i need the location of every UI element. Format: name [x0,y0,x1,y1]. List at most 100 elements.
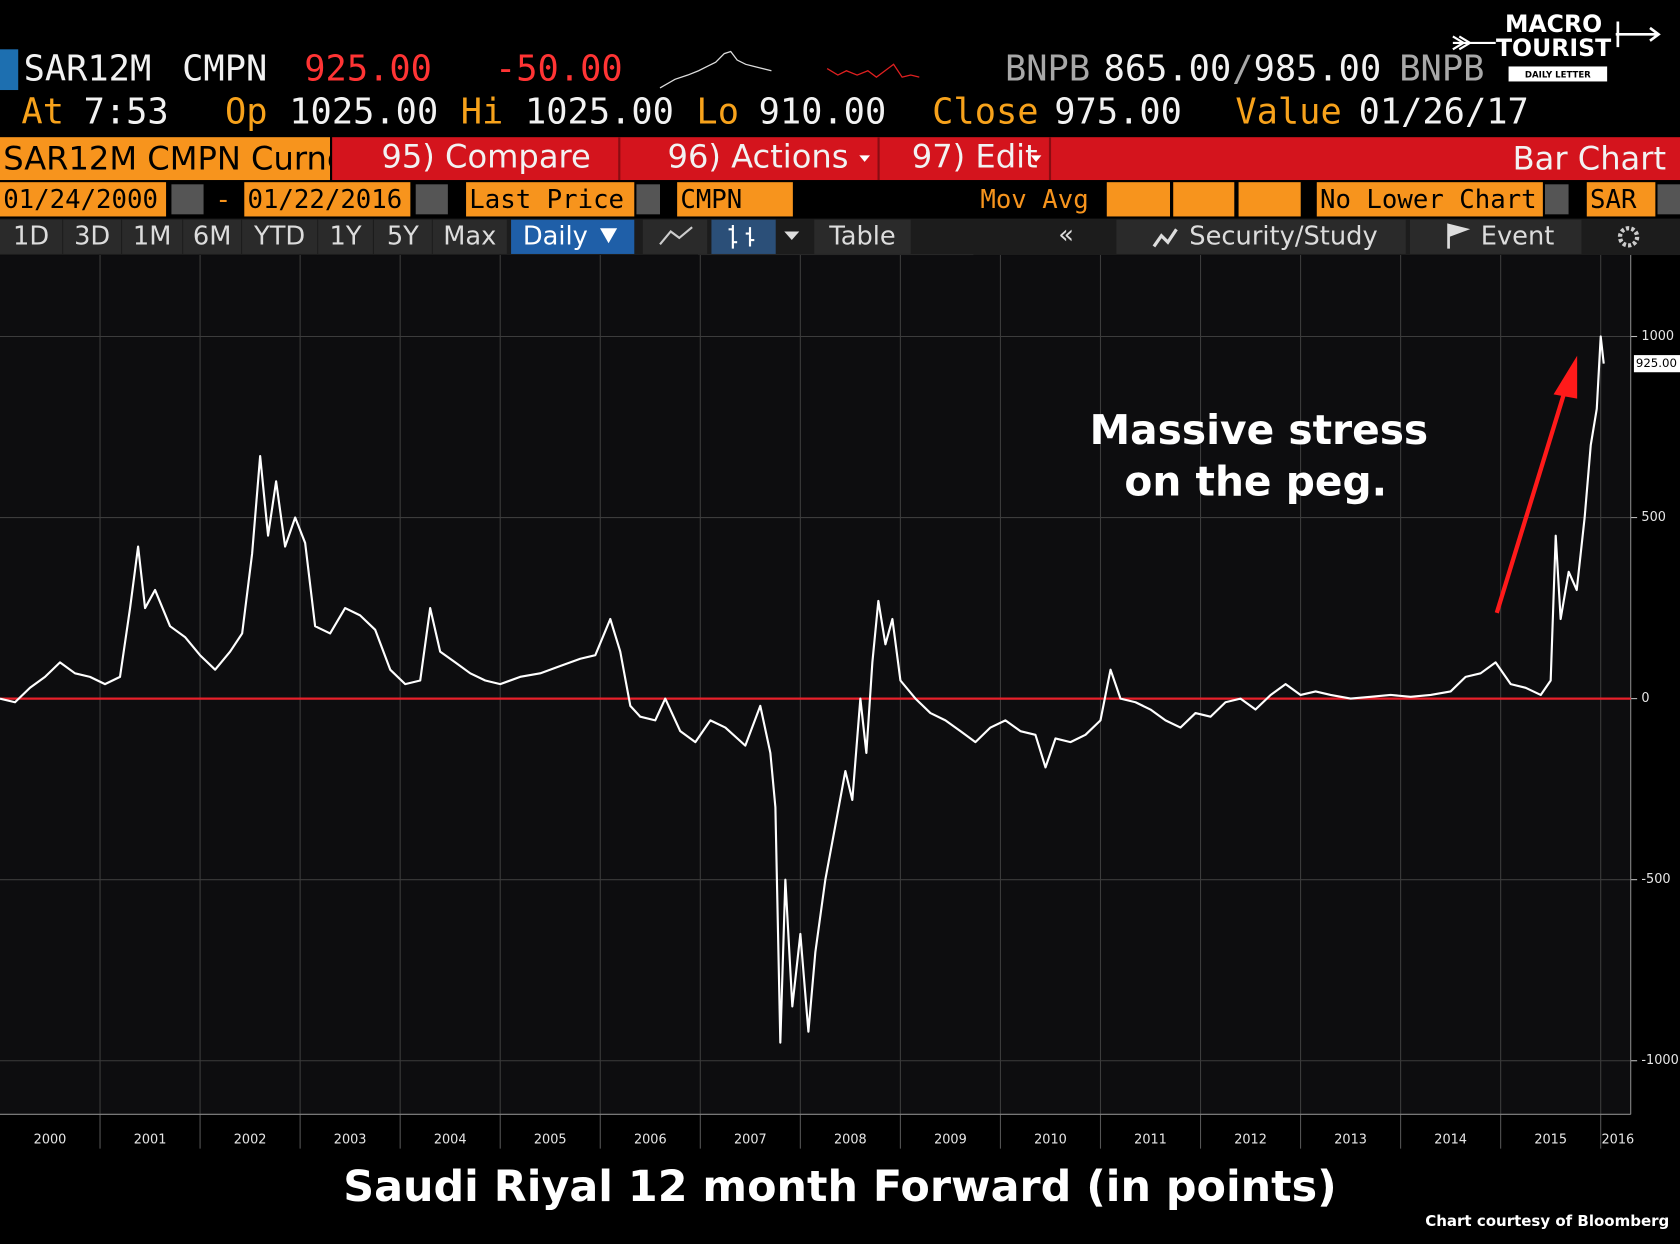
open: 1025.00 [289,92,438,133]
x-tick-label: 2004 [434,1133,467,1148]
range-buttons: 1D 3D 1M 6M YTD 1Y 5Y Max [0,219,507,254]
range-label: 6M [193,221,232,251]
range-label: YTD [253,221,305,251]
annotation-arrow [1494,385,1569,614]
decoration: 01/24/2000 - 01/22/2016 Last Price CMPN … [0,182,1680,217]
dropdown-caret [1030,155,1042,162]
x-tick-label: 2001 [134,1133,167,1148]
event-button[interactable] [1410,219,1582,254]
range-button[interactable] [0,219,63,254]
last-price: 925.00 [304,49,432,90]
separator: / [1232,49,1253,90]
event-label: Event [1481,221,1555,251]
lower-chart-field[interactable] [1316,182,1543,217]
range-label: 1M [133,221,172,251]
x-tick-label: 2011 [1134,1133,1167,1148]
dropdown-caret [784,231,800,241]
dropdown-caret [600,228,618,244]
currency-field[interactable] [1586,182,1656,217]
x-tick-label: 2008 [834,1133,867,1148]
security-field[interactable] [0,137,330,181]
open-label: Op [225,92,268,133]
menu-compare[interactable]: 95) Compare [381,138,590,176]
table-button[interactable] [814,219,911,254]
range-label: 1D [13,221,49,251]
view-type: Bar Chart [1513,140,1666,178]
study-label: Security/Study [1189,221,1377,251]
x-tick-label: 2002 [234,1133,267,1148]
dropdown-button[interactable] [1657,184,1680,215]
menu-edit[interactable]: 97) Edit [912,138,1038,176]
y-tick-label: -1000 [1641,1053,1678,1068]
net-change: -50.00 [495,49,623,90]
source-value: CMPN [680,185,742,215]
chart-source: Chart courtesy of Bloomberg [1425,1212,1669,1230]
frequency-button[interactable] [511,219,635,254]
calendar-button[interactable] [415,184,448,215]
settings-icon[interactable] [1617,226,1640,248]
line-style-button[interactable] [642,219,708,254]
table-label: Table [828,221,895,251]
range-button[interactable] [373,219,432,254]
close: 975.00 [1054,92,1182,133]
logo: MACRO TOURIST DAILY LETTER [1452,10,1661,82]
value-date: 01/26/17 [1359,92,1529,133]
y-tick-label: -500 [1641,872,1670,887]
x-tick-label: 2009 [934,1133,967,1148]
dropdown-button[interactable] [636,184,660,215]
calendar-button[interactable] [171,184,204,215]
time-label: At [21,92,64,133]
mov-avg-field[interactable] [1238,182,1301,217]
ask-source: BNPB [1399,49,1484,90]
end-date: 01/22/2016 [247,185,402,215]
range-button[interactable] [183,219,242,254]
annotation-arrowhead [1553,355,1578,399]
price-field: Last Price [469,185,624,215]
range-button[interactable] [318,219,373,254]
start-date-field[interactable] [0,182,167,217]
last-value-label: 925.00 [1636,356,1677,370]
logo-tagline: DAILY LETTER [1525,71,1591,81]
mov-avg-field[interactable] [1106,182,1170,217]
x-tick-label: 2014 [1434,1133,1467,1148]
field-selector[interactable] [466,182,635,217]
close-label: Close [932,92,1038,133]
start-date: 01/24/2000 [3,185,158,215]
bid-source: BNPB [1005,49,1090,90]
annotation-line: on the peg. [1124,457,1387,505]
low-label: Lo [696,92,739,133]
logo-line2: TOURIST [1496,34,1611,62]
ask: 985.00 [1254,49,1382,90]
flag-icon [1447,223,1471,249]
collapse-icon[interactable]: « [1058,220,1074,250]
x-tick-label: 2010 [1034,1133,1067,1148]
bid: 865.00 [1104,49,1232,90]
value-label: Value [1235,92,1341,133]
source-field[interactable] [677,182,793,217]
change-sparkline [826,63,920,78]
dropdown-button[interactable] [1545,184,1569,215]
end-date-field[interactable] [244,182,411,217]
mov-avg-field[interactable] [1173,182,1235,217]
y-tick-label: 0 [1641,691,1649,706]
low: 910.00 [759,92,887,133]
study-label: Mov Avg [980,185,1088,215]
menu-actions[interactable]: 96) Actions [668,138,849,176]
range-button[interactable] [122,219,183,254]
time: 7:53 [84,92,169,133]
lower-chart: No Lower Chart [1320,185,1537,215]
y-tick-label: 500 [1641,510,1666,525]
bar-style-button[interactable] [711,219,776,254]
range-label: 1Y [330,221,362,251]
x-tick-label: 2007 [734,1133,767,1148]
high-label: Hi [461,92,504,133]
range-button[interactable] [432,219,507,254]
x-tick-label: 2015 [1534,1133,1567,1148]
range-button[interactable] [242,219,318,254]
annotation-line: Massive stress [1090,406,1429,454]
range-button[interactable] [63,219,122,254]
menu-bar [332,137,1680,181]
range-label: 5Y [387,221,419,251]
